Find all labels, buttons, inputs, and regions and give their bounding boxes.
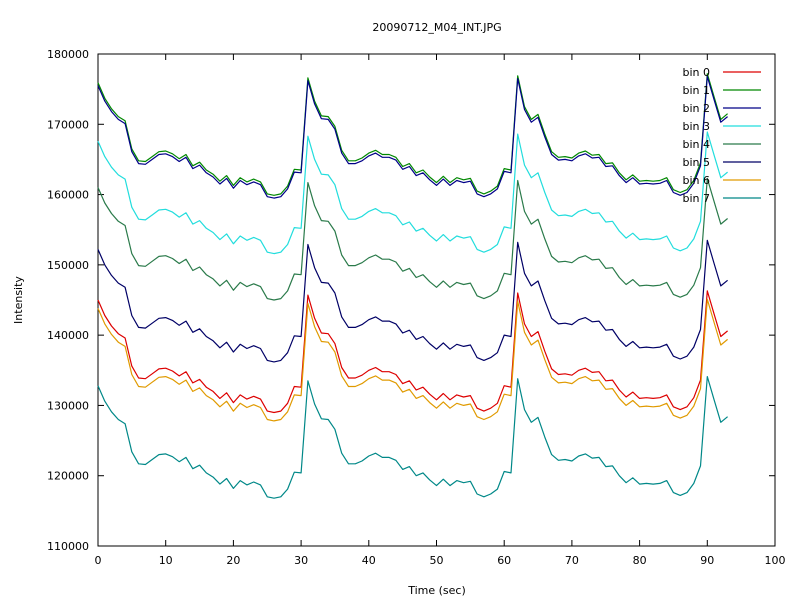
x-tick-label: 20 [226,554,240,567]
plot-frame [97,53,776,547]
legend-label-bin-3: bin 3 [682,120,710,133]
legend-label-bin-2: bin 2 [682,102,710,115]
y-tick-label: 120000 [47,470,89,483]
x-tick-label: 40 [362,554,376,567]
x-tick-label: 30 [294,554,308,567]
x-tick-label: 70 [565,554,579,567]
y-axis-label: Intensity [12,276,25,324]
series-line-bin-0 [97,290,728,414]
x-tick-label: 100 [765,554,786,567]
legend-label-bin-5: bin 5 [682,156,710,169]
series-line-bin-5 [97,239,728,363]
series-line-bin-3 [97,131,728,255]
y-tick-label: 160000 [47,189,89,202]
y-axis-ticks: 110000 120000 130000 140000 150000 160000 1700… [47,48,775,553]
x-axis-label: Time (sec) [407,584,466,597]
legend-label-bin-7: bin 7 [682,192,710,205]
plot-border [97,53,776,547]
y-tick-label: 180000 [47,48,89,61]
series-line-bin-1 [97,73,728,196]
x-tick-label: 50 [430,554,444,567]
series-line-bin-2 [97,75,728,199]
y-tick-label: 150000 [47,259,89,272]
series-group [97,73,728,499]
y-tick-label: 140000 [47,329,89,342]
x-tick-label: 80 [633,554,647,567]
x-tick-label: 60 [497,554,511,567]
legend: bin 0 bin 1 bin 2 bin 3 bin 4 bin 5 bin 6 bin 7 [682,66,761,205]
series-line-bin-6 [97,298,728,422]
legend-label-bin-4: bin 4 [682,138,710,151]
legend-label-bin-0: bin 0 [682,66,710,79]
series-line-bin-7 [97,376,728,499]
x-tick-label: 0 [95,554,102,567]
series-line-bin-4 [97,177,728,301]
legend-label-bin-6: bin 6 [682,174,710,187]
x-tick-label: 10 [159,554,173,567]
x-axis-ticks: 0 10 20 30 40 50 60 70 80 90 100 [95,54,786,567]
x-tick-label: 90 [700,554,714,567]
chart-title: 20090712_M04_INT.JPG [372,21,501,34]
y-tick-label: 130000 [47,399,89,412]
y-tick-label: 170000 [47,118,89,131]
legend-label-bin-1: bin 1 [682,84,710,97]
y-tick-label: 110000 [47,540,89,553]
